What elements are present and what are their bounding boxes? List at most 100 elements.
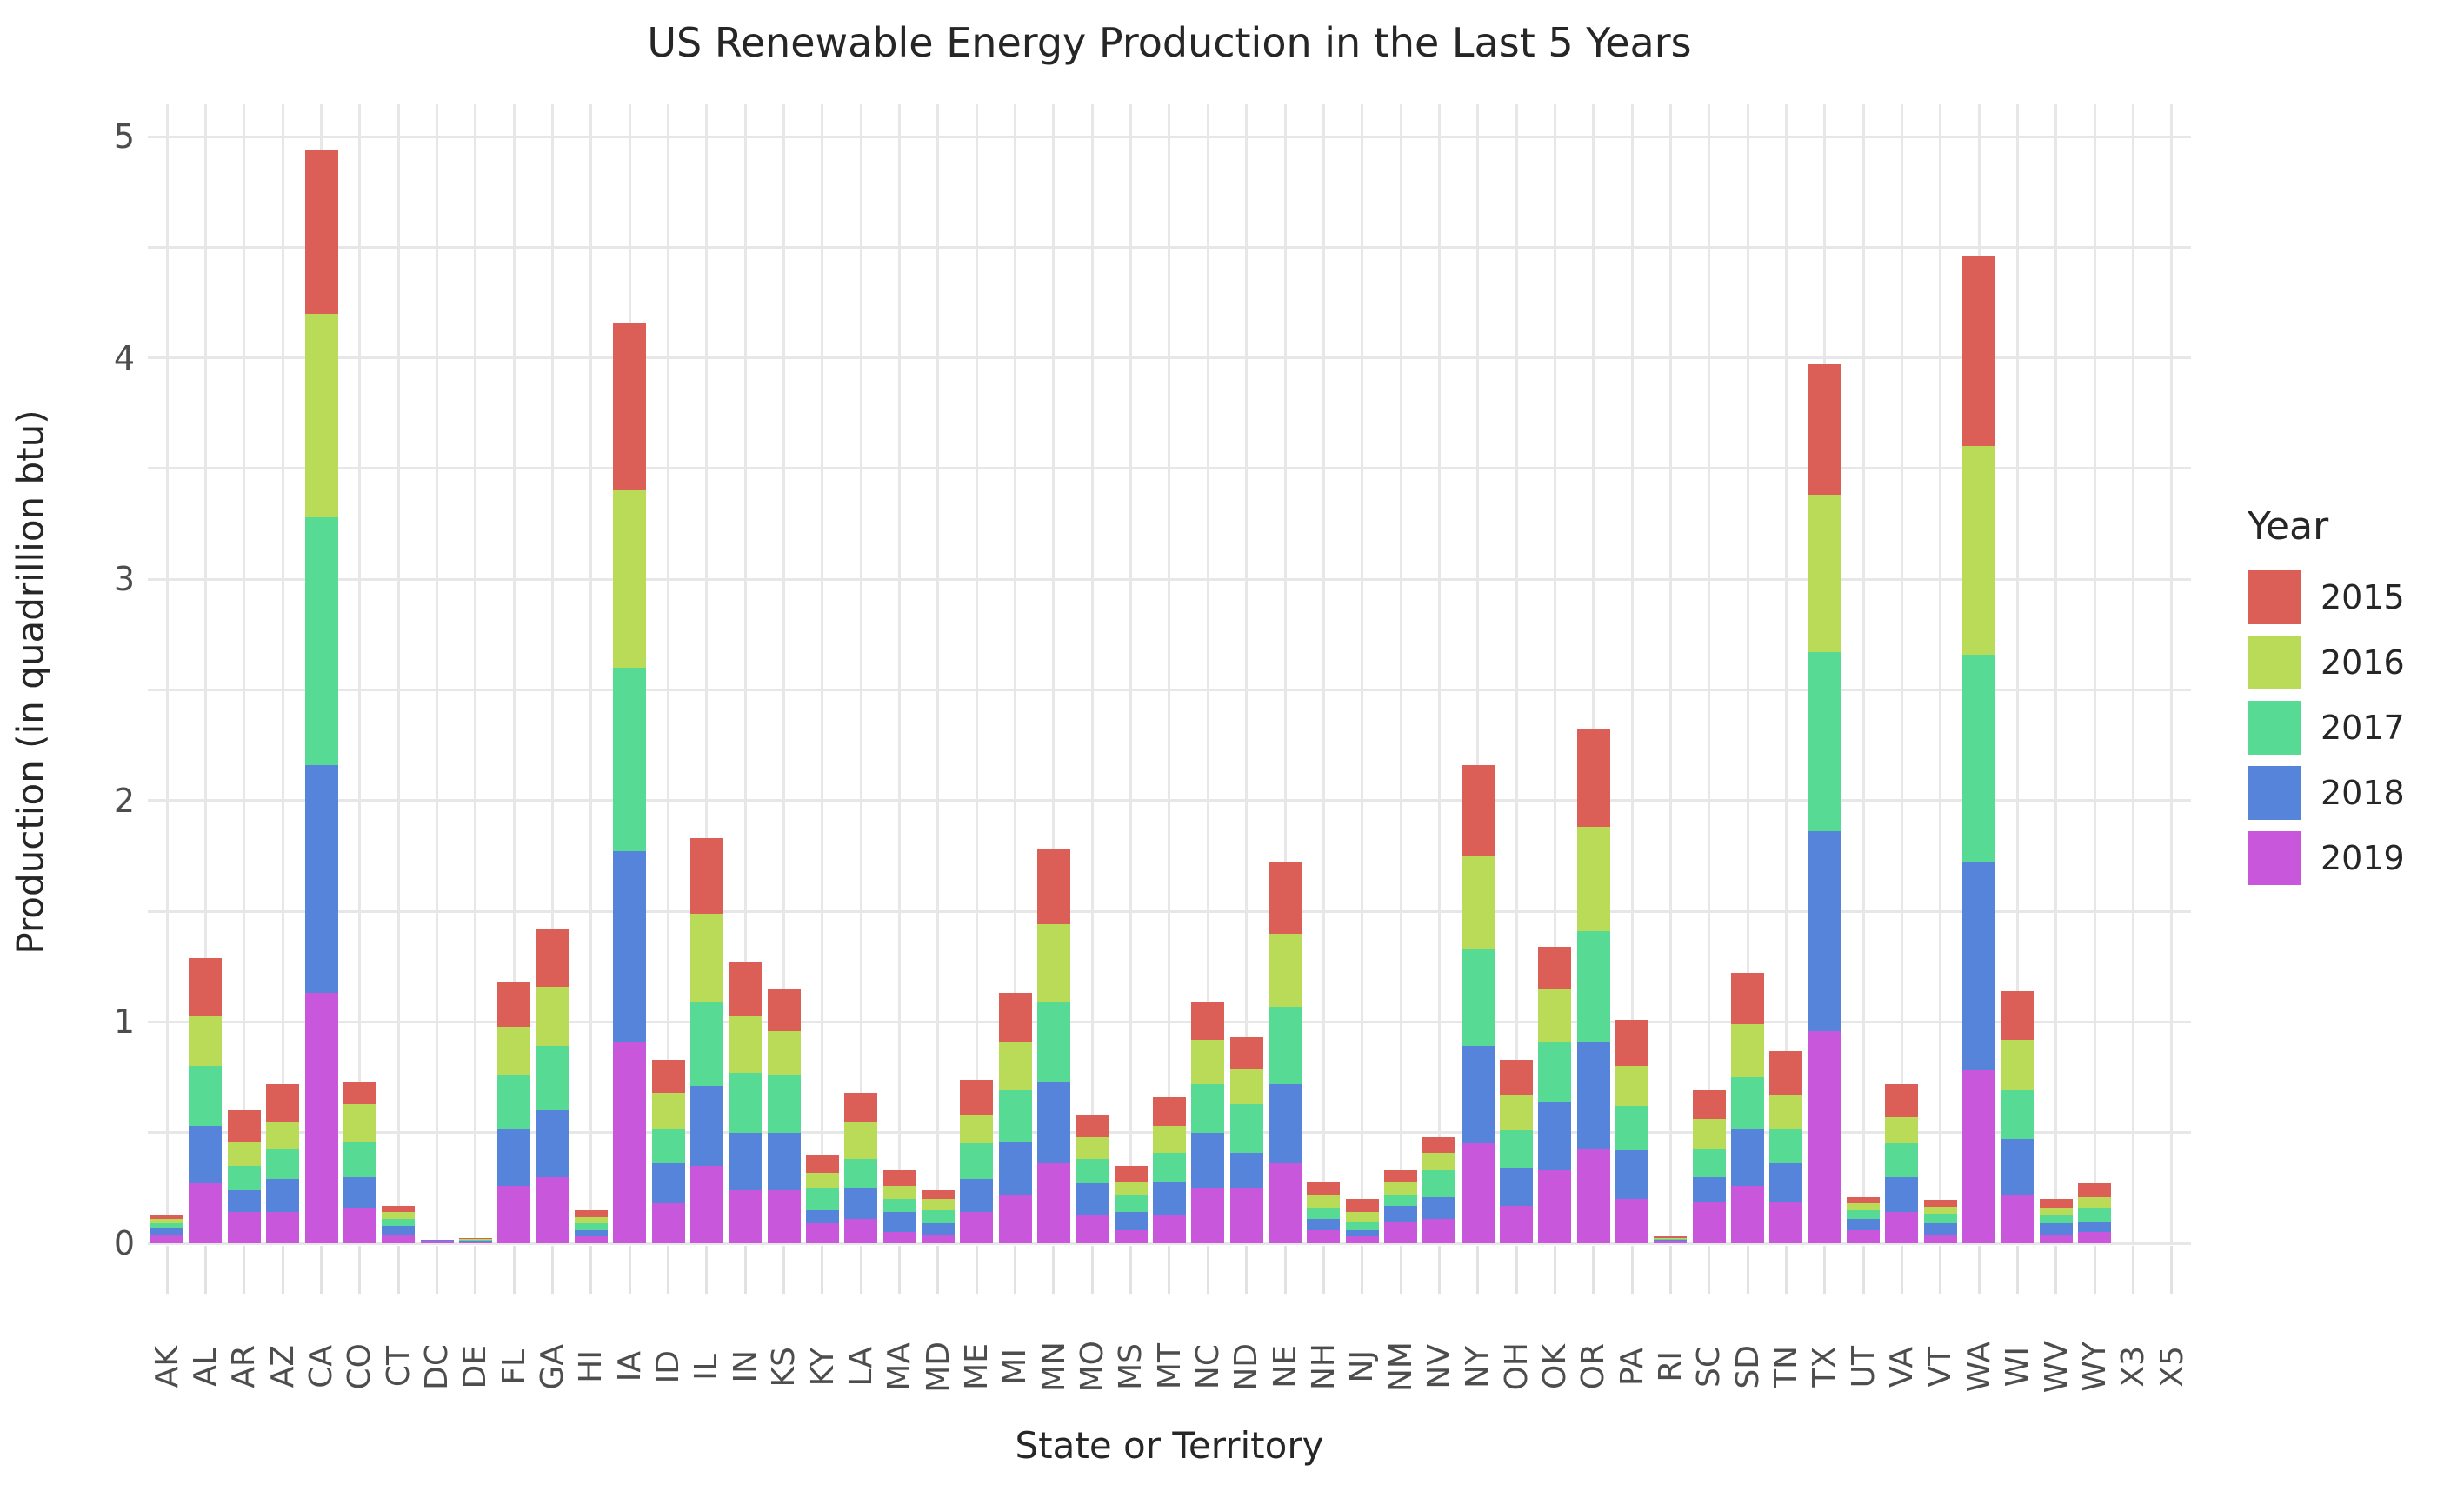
x-tick-label: SD (1729, 1344, 1766, 1389)
x-tick-mark (589, 1246, 593, 1294)
bar-segment-2017 (1769, 1128, 1803, 1164)
x-tick-label: KS (766, 1346, 802, 1388)
vertical-gridline (436, 104, 439, 1243)
bar-segment-2019 (651, 1203, 685, 1243)
vertical-gridline (1052, 104, 1056, 1243)
bar-segment-2016 (1808, 495, 1841, 653)
x-tick-mark (1090, 1246, 1094, 1294)
x-tick-cell: MT (1150, 1323, 1189, 1410)
bar-segment-2019 (1114, 1229, 1148, 1243)
stacked-bar (227, 1110, 261, 1243)
x-tick-cell: OH (1497, 1323, 1535, 1410)
stacked-bar (998, 993, 1032, 1243)
bar-segment-2017 (960, 1143, 994, 1180)
bar-segment-2019 (1229, 1188, 1263, 1243)
bar-segment-2019 (1422, 1219, 1456, 1243)
x-tick-mark (859, 1246, 862, 1294)
vertical-gridline (1784, 104, 1788, 1243)
x-tick-cell: KS (765, 1323, 803, 1410)
bar-segment-2016 (960, 1115, 994, 1144)
bar-segment-2018 (497, 1128, 531, 1186)
bar-segment-2019 (1885, 1212, 1919, 1243)
bar-segment-2016 (651, 1092, 685, 1129)
x-tick-cell: NM (1382, 1323, 1420, 1410)
vertical-gridline (1129, 104, 1133, 1243)
x-tick-mark (1823, 1246, 1827, 1294)
category-column (1960, 104, 1998, 1294)
stacked-bar (1114, 1165, 1148, 1243)
stacked-bar (2039, 1199, 2073, 1243)
bar-segment-2018 (689, 1086, 723, 1166)
x-tick-mark (2170, 1246, 2174, 1294)
stacked-bar (1345, 1199, 1379, 1243)
stacked-bar (1461, 765, 1495, 1243)
plot-area (148, 104, 2191, 1294)
x-tick-cell: MA (881, 1323, 919, 1410)
x-tick-mark (1515, 1246, 1518, 1294)
bar-segment-2016 (343, 1103, 376, 1142)
vertical-gridline (2131, 104, 2134, 1243)
bar-segment-2018 (536, 1110, 569, 1177)
bar-segment-2017 (767, 1075, 801, 1133)
bar-segment-2017 (805, 1188, 839, 1210)
x-tick-cell: MS (1112, 1323, 1150, 1410)
vertical-gridline (2093, 104, 2096, 1243)
bar-segment-2019 (266, 1212, 300, 1243)
legend-entry: 2015 (2248, 564, 2405, 629)
bar-segment-2016 (1769, 1095, 1803, 1129)
x-tick-mark (1437, 1246, 1441, 1294)
bar-segment-2015 (497, 982, 531, 1027)
x-tick-mark (1553, 1246, 1556, 1294)
category-column (1343, 104, 1382, 1294)
x-tick-mark (1630, 1246, 1634, 1294)
stacked-bar (382, 1205, 416, 1243)
bar-segment-2018 (1461, 1046, 1495, 1144)
bar-segment-2018 (150, 1228, 184, 1235)
bar-segment-2018 (1114, 1212, 1148, 1230)
x-tick-label: ID (650, 1349, 687, 1384)
x-tick-mark (936, 1246, 940, 1294)
category-column (1535, 104, 1574, 1294)
x-tick-label: ME (958, 1343, 995, 1390)
y-tick-label: 3 (113, 560, 135, 599)
stacked-bar (1036, 849, 1070, 1243)
x-tick-cell: MO (1073, 1323, 1111, 1410)
category-column (1767, 104, 1805, 1294)
bar-segment-2016 (1114, 1181, 1148, 1195)
vertical-gridline (1168, 104, 1171, 1243)
bar-segment-2015 (1461, 765, 1495, 856)
bar-segment-2017 (227, 1165, 261, 1190)
bar-segment-2017 (1345, 1221, 1379, 1230)
bar-segment-2019 (1576, 1148, 1610, 1243)
x-tick-mark (1861, 1246, 1865, 1294)
x-tick-cell: TN (1767, 1323, 1805, 1410)
bar-segment-2017 (1847, 1209, 1881, 1220)
x-tick-label: OR (1575, 1343, 1612, 1390)
bar-segment-2019 (497, 1185, 531, 1243)
bar-segment-2017 (458, 1240, 492, 1242)
bar-segment-2018 (1191, 1132, 1225, 1189)
x-tick-mark (1206, 1246, 1209, 1294)
legend-label: 2015 (2321, 577, 2405, 616)
bar-segment-2017 (343, 1141, 376, 1177)
legend-label: 2019 (2321, 838, 2405, 877)
bar-segment-2019 (189, 1183, 223, 1243)
bar-segment-2015 (304, 150, 338, 314)
bar-segment-2015 (536, 929, 569, 987)
stacked-bar (1191, 1002, 1225, 1243)
stacked-bar (960, 1079, 994, 1243)
x-tick-cell: GA (533, 1323, 571, 1410)
vertical-gridline (1515, 104, 1518, 1243)
y-tick-label: 1 (113, 1002, 135, 1042)
category-column (495, 104, 533, 1294)
x-tick-mark (165, 1246, 169, 1294)
stacked-bar (1615, 1019, 1649, 1243)
bar-segment-2016 (2001, 1039, 2034, 1091)
bar-segment-2015 (1847, 1196, 1881, 1204)
bar-segment-2017 (689, 1002, 723, 1087)
category-column (1111, 104, 1149, 1294)
x-tick-label: MD (920, 1341, 956, 1393)
bar-segment-2018 (266, 1179, 300, 1213)
bar-segment-2019 (536, 1176, 569, 1243)
x-tick-cell: KY (803, 1323, 842, 1410)
